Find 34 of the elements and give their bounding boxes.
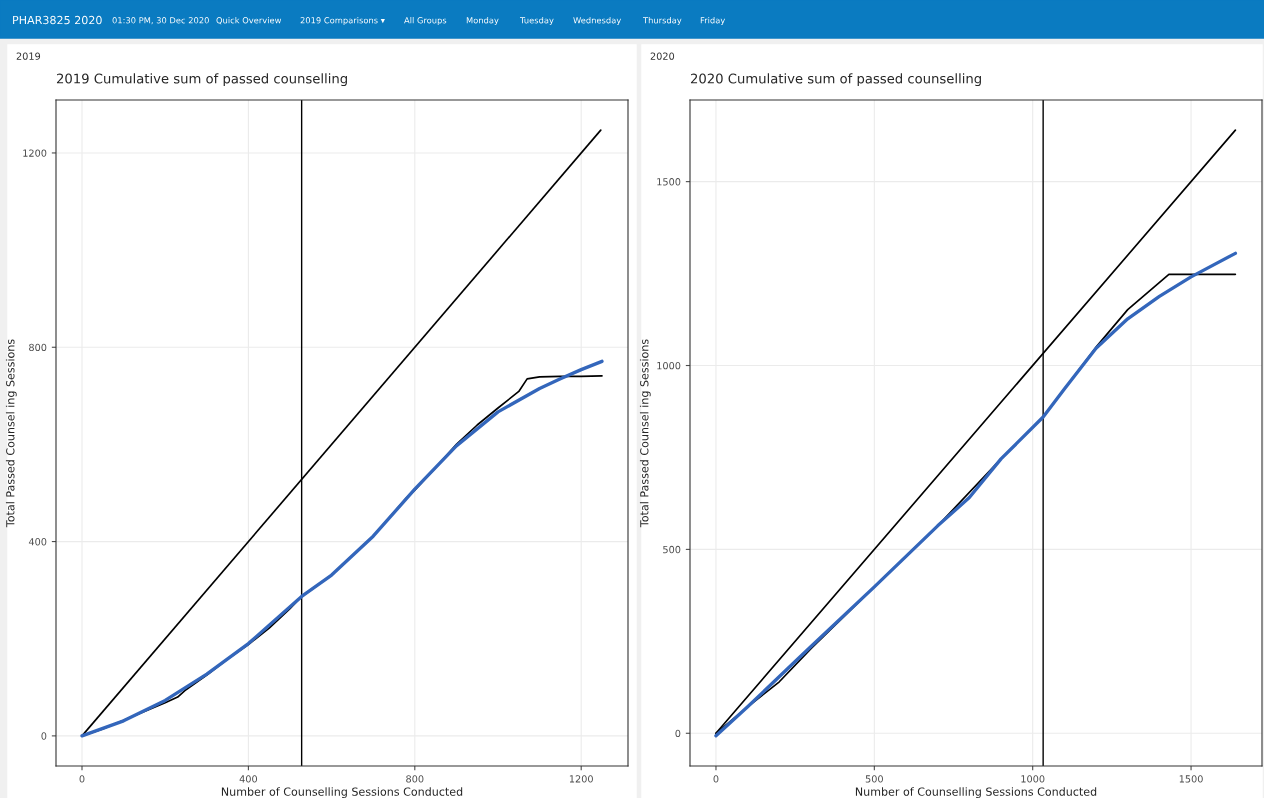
x-tick-label: 1500	[1179, 775, 1203, 783]
y-tick-label: 800	[29, 343, 47, 352]
y-tick-label: 0	[675, 729, 681, 738]
x-tick-label: 500	[865, 775, 883, 783]
text: Wednesday	[573, 16, 621, 26]
y-tick-label: 0	[41, 732, 47, 740]
text: Thursday	[642, 16, 682, 26]
x-tick-label: 0	[79, 775, 85, 783]
chart-subtitle: 2019	[16, 52, 41, 60]
x-tick-label: 800	[406, 775, 424, 783]
x-tick-label: 400	[239, 775, 258, 783]
chart-title: 2019 Cumulative sum of passed counselling	[56, 73, 347, 87]
text: Friday	[700, 16, 726, 26]
y-tick-label: 1200	[23, 149, 47, 157]
x-tick-label: 0	[713, 775, 719, 783]
text: PHAR3825 2020	[13, 15, 102, 25]
y-tick-label: 1500	[657, 178, 681, 186]
text: 01:30 PM, 30 Dec 2020	[112, 17, 209, 25]
x-axis-title: Number of Counselling Sessions Conducted	[855, 787, 1097, 798]
y-axis-title: Total Passed Counsel ing Sessions	[5, 339, 17, 528]
y-axis-title: Total Passed Counsel ing Sessions	[639, 339, 651, 528]
y-tick-label: 400	[28, 538, 47, 546]
chart-title: 2020 Cumulative sum of passed counselling	[690, 73, 981, 87]
y-tick-label: 1000	[657, 362, 681, 370]
x-tick-label: 1200	[569, 775, 593, 783]
x-tick-label: 1000	[1021, 775, 1045, 783]
text: All Groups	[404, 16, 447, 26]
chart-subtitle: 2020	[650, 52, 675, 60]
y-tick-label: 500	[663, 545, 681, 554]
text: Quick Overview	[216, 16, 282, 25]
text: Monday	[466, 16, 499, 26]
text: 2019 Comparisons ▾	[300, 16, 385, 26]
text: Tuesday	[519, 16, 554, 26]
x-axis-title: Number of Counselling Sessions Conducted	[221, 787, 463, 798]
